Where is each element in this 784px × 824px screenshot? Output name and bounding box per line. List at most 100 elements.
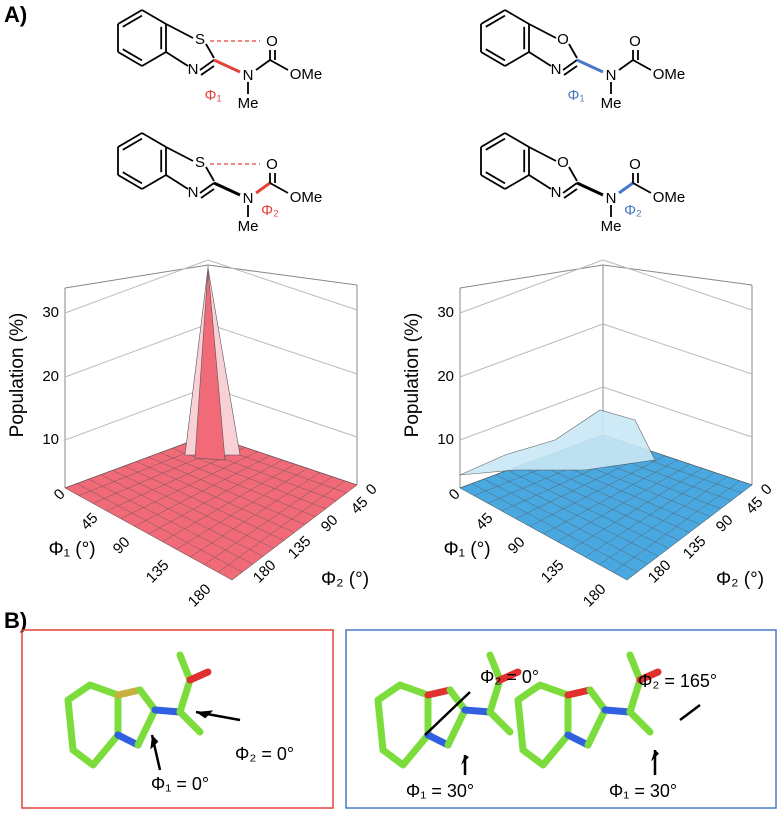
- bond: [141, 51, 167, 67]
- annotation: Φ₂ = 0°: [480, 667, 539, 687]
- z-tick-label: 0: [758, 481, 776, 499]
- stick: [424, 686, 454, 699]
- arrowhead: [461, 755, 469, 765]
- z-tick-label: 135: [680, 533, 710, 563]
- surface-peak: [194, 267, 226, 461]
- stick: [496, 668, 522, 684]
- bond: [207, 259, 358, 311]
- y-tick-label: 10: [437, 431, 454, 448]
- bond: [485, 171, 506, 185]
- bond: [122, 171, 143, 185]
- bond: [255, 59, 271, 71]
- bond: [200, 65, 215, 76]
- bond: [199, 182, 215, 194]
- stick: [564, 731, 592, 749]
- bond: [459, 259, 604, 314]
- bond: [165, 174, 189, 190]
- x-tick-label: 180: [185, 581, 215, 611]
- stick: [186, 668, 212, 684]
- bond: [568, 166, 578, 182]
- bond: [200, 188, 215, 199]
- bond: [504, 174, 530, 190]
- bond: [122, 48, 143, 62]
- bond: [480, 174, 506, 190]
- bond: [122, 14, 143, 28]
- atom-label: N: [606, 67, 617, 84]
- bond: [618, 59, 634, 71]
- bond: [117, 174, 143, 190]
- bond: [504, 9, 530, 25]
- atom-label: O: [266, 33, 278, 50]
- atom-label: OMe: [290, 189, 323, 206]
- axis-title: Φ₂ (°): [716, 569, 764, 590]
- bond: [618, 181, 634, 195]
- y-tick-label: 20: [437, 368, 454, 385]
- atom-label: N: [606, 190, 617, 207]
- stick: [374, 681, 432, 769]
- x-tick-label: 90: [505, 534, 529, 558]
- atom-label: Me: [601, 218, 622, 235]
- bond: [528, 174, 552, 190]
- bond: [528, 23, 557, 39]
- bond: [612, 480, 740, 573]
- bond: [165, 23, 194, 39]
- bond: [64, 323, 209, 378]
- bond: [165, 51, 189, 67]
- bond: [122, 137, 143, 151]
- annotation: Φ₁ = 0°: [151, 774, 209, 794]
- bond: [562, 182, 578, 194]
- atom-label: O: [266, 156, 278, 173]
- atom-label: N: [551, 184, 562, 201]
- angle-label: Φ₁: [567, 87, 584, 104]
- bond: [64, 386, 209, 441]
- stick: [64, 681, 122, 769]
- atom-label: N: [551, 61, 562, 78]
- atom-label: Me: [238, 95, 259, 112]
- annotation: Φ₂ = 0°: [235, 744, 294, 764]
- bond: [205, 166, 215, 182]
- bond: [563, 65, 578, 76]
- annotation: Φ₁ = 30°: [406, 781, 474, 801]
- atom-label: N: [243, 190, 254, 207]
- stick: [584, 706, 609, 749]
- frame-red: [21, 629, 334, 809]
- atom-label: N: [188, 184, 199, 201]
- axis-title: Population (%): [7, 313, 28, 438]
- atom-label: S: [195, 31, 205, 48]
- bond: [141, 132, 167, 148]
- bond: [117, 9, 143, 25]
- z-tick-label: 90: [713, 512, 737, 536]
- bond: [485, 14, 506, 28]
- bond: [528, 51, 552, 67]
- x-tick-label: 180: [580, 581, 610, 611]
- arrowhead: [150, 735, 159, 750]
- bond: [576, 181, 604, 197]
- bond: [459, 386, 604, 441]
- axis-title: Population (%): [402, 313, 423, 438]
- stick: [136, 686, 159, 714]
- axis-title: Φ₂ (°): [321, 569, 369, 590]
- x-tick-label: 135: [143, 557, 173, 587]
- bond: [632, 59, 652, 71]
- angle-label: Φ₂: [261, 202, 279, 219]
- atom-label: O: [557, 31, 569, 48]
- bond: [568, 43, 578, 59]
- atom-label: N: [188, 61, 199, 78]
- stick: [114, 731, 142, 749]
- bond: [117, 51, 143, 67]
- bond: [480, 132, 506, 148]
- bond: [528, 146, 557, 162]
- bond: [269, 182, 289, 194]
- x-tick-label: 135: [538, 557, 568, 587]
- bond: [504, 51, 530, 67]
- stick: [151, 706, 184, 716]
- arrowhead: [680, 711, 690, 720]
- bond: [205, 43, 215, 59]
- x-tick-label: 45: [473, 510, 497, 534]
- y-tick-label: 30: [42, 304, 59, 321]
- atom-label: S: [195, 154, 205, 171]
- bond: [64, 259, 209, 314]
- stick: [564, 686, 594, 699]
- annotation: Φ₁ = 30°: [609, 781, 677, 801]
